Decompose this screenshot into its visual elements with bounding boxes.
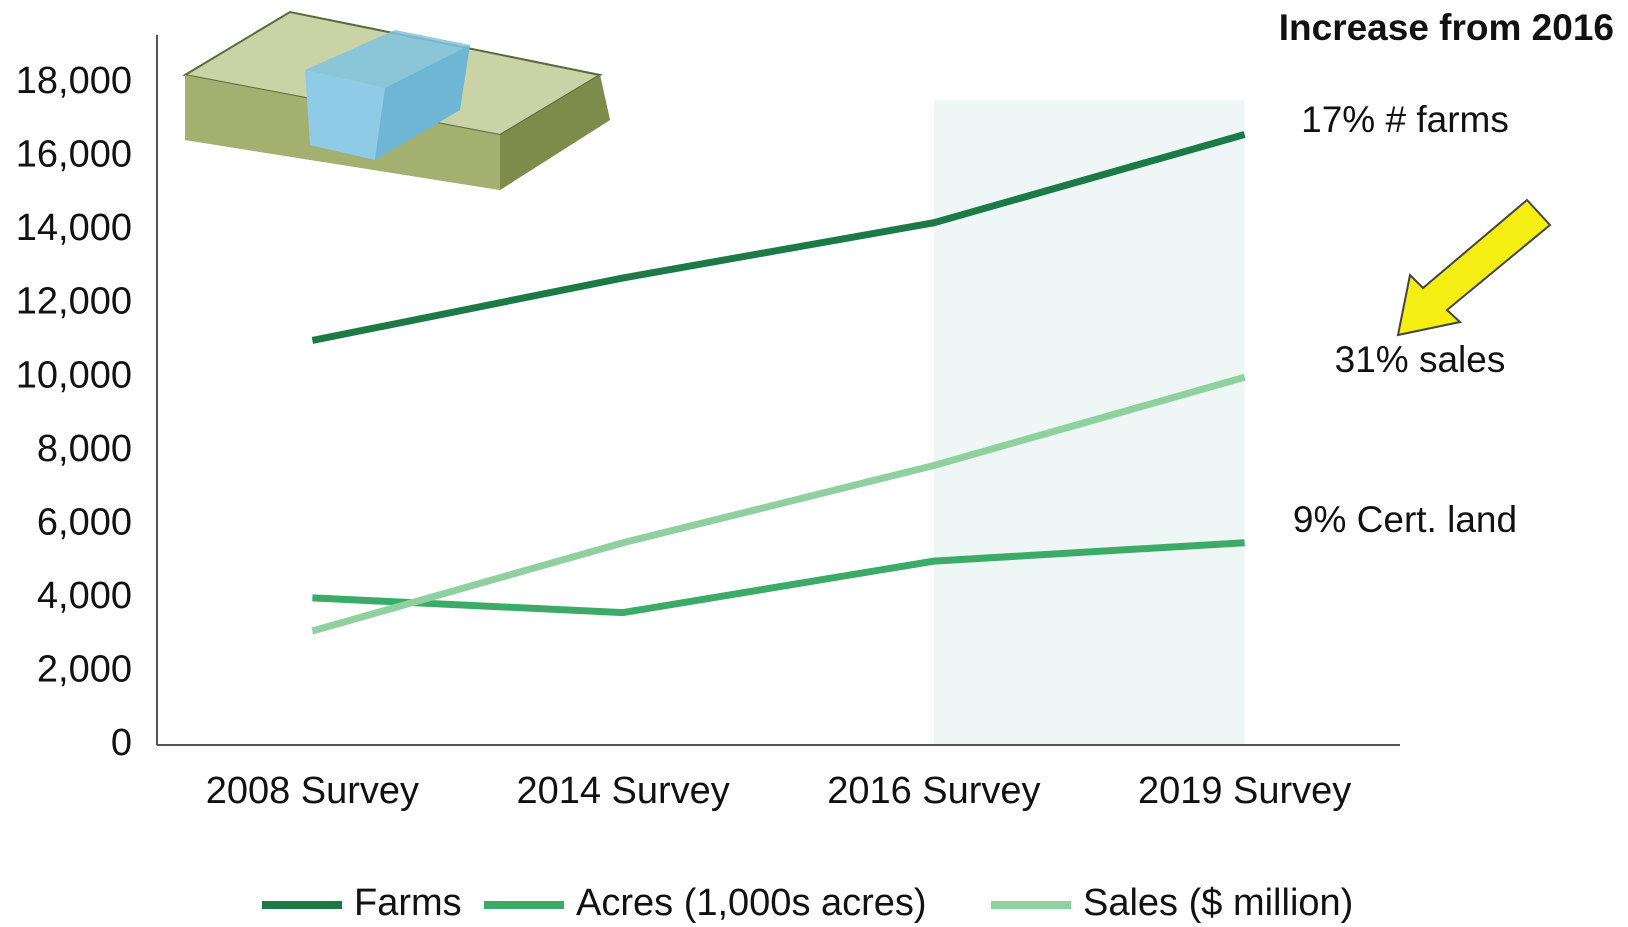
x-tick-label: 2008 Survey	[206, 770, 419, 812]
series-line	[311, 373, 1246, 635]
annotation: 9% Cert. land	[1293, 499, 1517, 540]
annotation: 17% # farms	[1301, 99, 1509, 140]
legend-label: Farms	[354, 882, 462, 924]
y-tick-label: 16,000	[16, 134, 132, 176]
x-tick-label: 2019 Survey	[1138, 770, 1351, 812]
y-tick-label: 0	[111, 722, 132, 764]
series-line	[311, 131, 1246, 344]
legend-label: Sales ($ million)	[1083, 882, 1353, 924]
annotation-title: Increase from 2016	[1279, 7, 1614, 48]
y-tick-label: 10,000	[16, 354, 132, 396]
x-tick-label: 2014 Survey	[516, 770, 729, 812]
arrow	[1396, 198, 1552, 337]
y-tick-label: 4,000	[37, 575, 132, 617]
annotation: 31% sales	[1335, 339, 1506, 380]
y-tick-label: 14,000	[16, 207, 132, 249]
series-line	[312, 539, 1245, 617]
legend-label: Acres (1,000s acres)	[576, 882, 927, 924]
y-tick-label: 12,000	[16, 281, 132, 323]
y-tick-label: 8,000	[37, 428, 132, 470]
money-icon	[182, 10, 610, 190]
y-tick-label: 6,000	[37, 501, 132, 543]
x-tick-label: 2016 Survey	[827, 770, 1040, 812]
y-tick-label: 18,000	[16, 60, 132, 102]
y-tick-label: 2,000	[37, 648, 132, 690]
